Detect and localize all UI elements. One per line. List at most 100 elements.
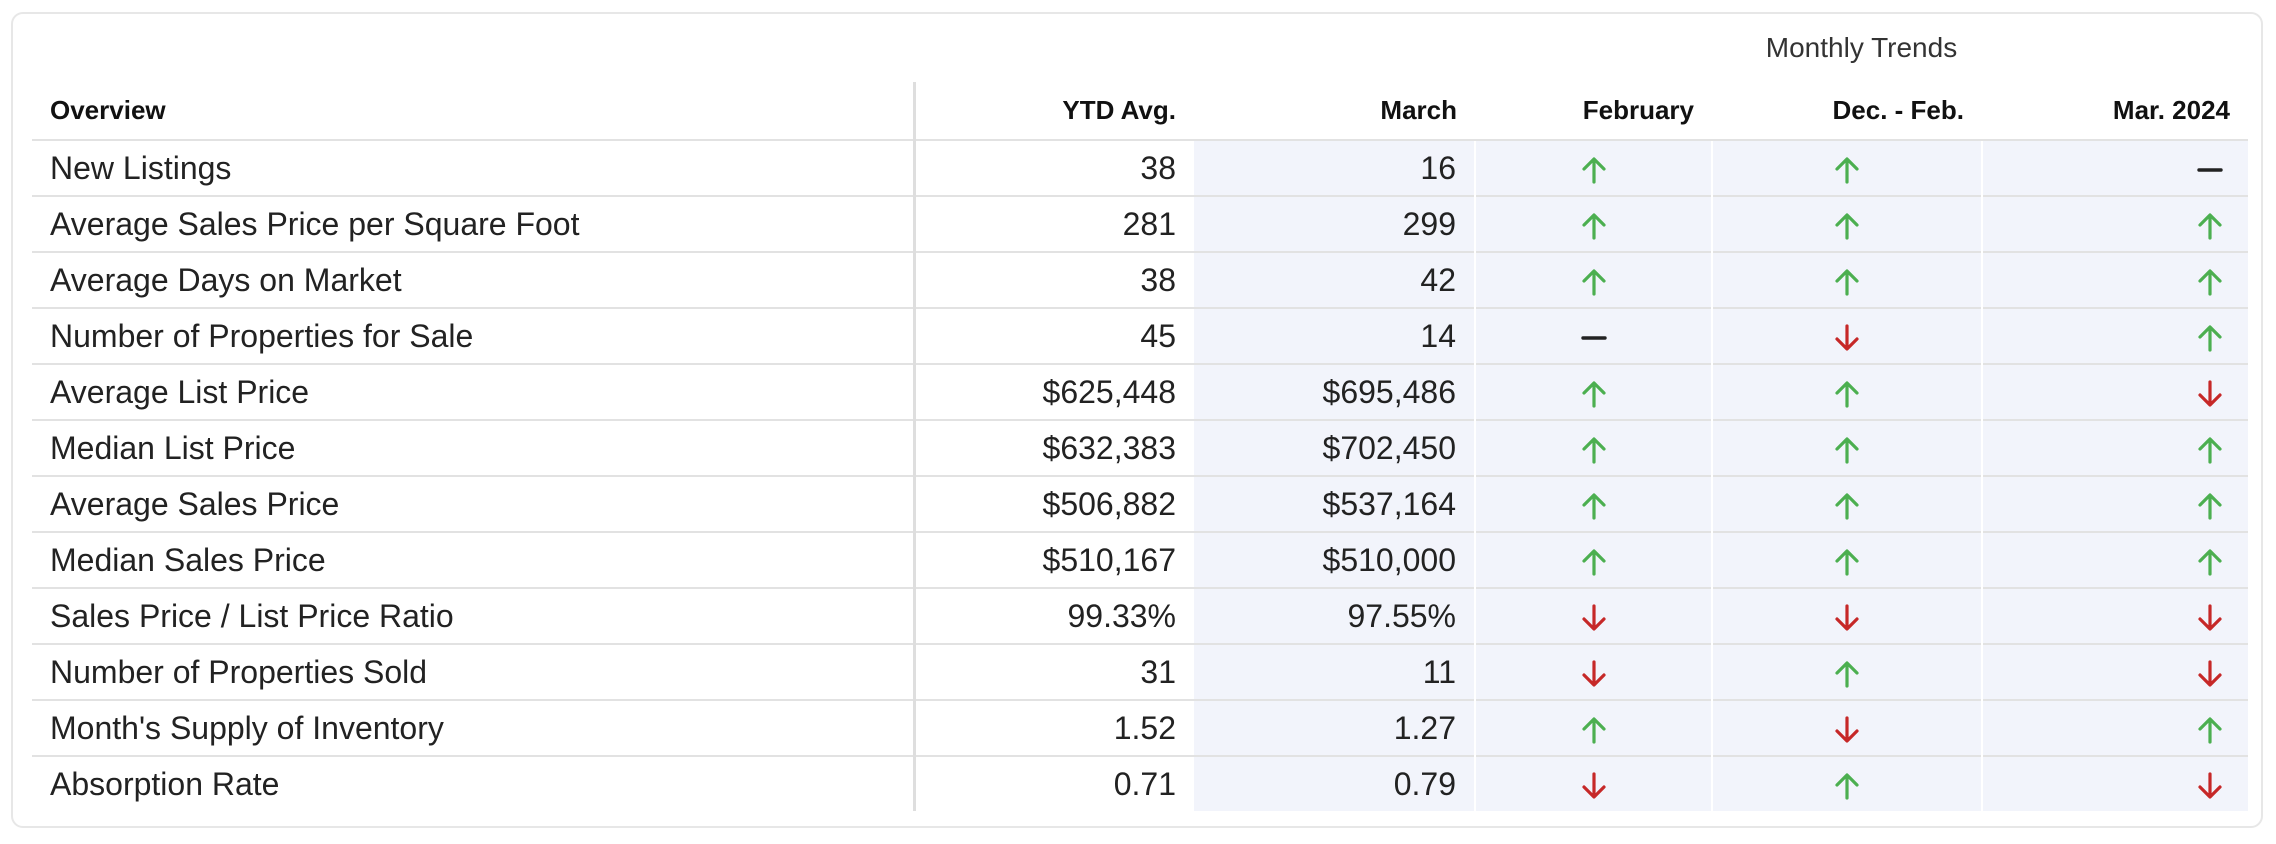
mar-2024-trend-cell	[1981, 475, 2248, 532]
column-header-march: March	[1380, 95, 1457, 125]
february-trend-cell	[1474, 363, 1712, 420]
dec-feb-trend-cell	[1711, 475, 1982, 532]
mar-2024-trend-cell	[1981, 251, 2248, 308]
up-arrow-icon	[2194, 322, 2226, 354]
monthly-trends-header: Monthly Trends	[1765, 32, 1958, 63]
ytd-avg-value: 0.71	[914, 755, 1194, 811]
row-label: Number of Properties for Sale	[32, 307, 916, 364]
up-arrow-icon	[1578, 434, 1610, 466]
up-arrow-icon	[1578, 378, 1610, 410]
mar-2024-trend-cell	[1981, 419, 2248, 476]
mar-2024-trend-cell	[1981, 531, 2248, 588]
march-value: $702,450	[1194, 419, 1475, 476]
dec-feb-trend-cell	[1711, 195, 1982, 252]
dec-feb-trend-cell	[1711, 531, 1982, 588]
up-arrow-icon	[1831, 546, 1863, 578]
row-label: Average Sales Price	[32, 475, 916, 532]
up-arrow-icon	[1831, 210, 1863, 242]
dec-feb-trend-cell	[1711, 419, 1982, 476]
dec-feb-trend-cell	[1711, 307, 1982, 364]
ytd-avg-value: 45	[914, 307, 1194, 364]
row-label: Average Days on Market	[32, 251, 916, 308]
ytd-avg-value: 38	[914, 251, 1194, 308]
dec-feb-trend-cell	[1711, 755, 1982, 811]
march-value: 16	[1194, 139, 1475, 196]
march-value: 14	[1194, 307, 1475, 364]
up-arrow-icon	[1578, 210, 1610, 242]
february-trend-cell	[1474, 531, 1712, 588]
table-row: Average Days on Market 38 42	[32, 251, 2248, 308]
table-row: Number of Properties for Sale 45 14	[32, 307, 2248, 364]
february-trend-cell	[1474, 755, 1712, 811]
up-arrow-icon	[1831, 378, 1863, 410]
down-arrow-icon	[2194, 378, 2226, 410]
up-arrow-icon	[1831, 154, 1863, 186]
march-value: 42	[1194, 251, 1475, 308]
row-label: Average Sales Price per Square Foot	[32, 195, 916, 252]
table-row: New Listings 38 16	[32, 139, 2248, 196]
ytd-avg-value: $625,448	[914, 363, 1194, 420]
row-label: Average List Price	[32, 363, 916, 420]
up-arrow-icon	[1578, 714, 1610, 746]
table-row: Number of Properties Sold 31 11	[32, 643, 2248, 700]
march-value: 0.79	[1194, 755, 1475, 811]
mar-2024-trend-cell	[1981, 643, 2248, 700]
mar-2024-trend-cell	[1981, 587, 2248, 644]
dec-feb-trend-cell	[1711, 139, 1982, 196]
ytd-avg-value: $632,383	[914, 419, 1194, 476]
february-trend-cell	[1474, 419, 1712, 476]
march-value: 1.27	[1194, 699, 1475, 756]
table-row: Average Sales Price per Square Foot 281 29…	[32, 195, 2248, 252]
up-arrow-icon	[1831, 266, 1863, 298]
mar-2024-trend-cell	[1981, 139, 2248, 196]
row-label: New Listings	[32, 139, 916, 196]
dec-feb-trend-cell	[1711, 363, 1982, 420]
up-arrow-icon	[1578, 546, 1610, 578]
row-label: Month's Supply of Inventory	[32, 699, 916, 756]
ytd-avg-value: $510,167	[914, 531, 1194, 588]
market-overview-table: Overview YTD Avg. March February Dec. - …	[32, 82, 2248, 811]
february-trend-cell	[1474, 251, 1712, 308]
ytd-avg-value: 99.33%	[914, 587, 1194, 644]
up-arrow-icon	[2194, 490, 2226, 522]
mar-2024-trend-cell	[1981, 699, 2248, 756]
up-arrow-icon	[1578, 154, 1610, 186]
up-arrow-icon	[2194, 714, 2226, 746]
dec-feb-trend-cell	[1711, 587, 1982, 644]
column-header-mar-2024: Mar. 2024	[2112, 95, 2230, 125]
column-header-dec-feb: Dec. - Feb.	[1832, 95, 1964, 125]
dec-feb-trend-cell	[1711, 251, 1982, 308]
row-label: Sales Price / List Price Ratio	[32, 587, 916, 644]
down-arrow-icon	[2194, 658, 2226, 690]
february-trend-cell	[1474, 643, 1712, 700]
up-arrow-icon	[1578, 266, 1610, 298]
row-label: Median Sales Price	[32, 531, 916, 588]
up-arrow-icon	[1831, 490, 1863, 522]
table-row: Average Sales Price $506,882 $537,164	[32, 475, 2248, 532]
ytd-avg-value: $506,882	[914, 475, 1194, 532]
march-value: $510,000	[1194, 531, 1475, 588]
flat-dash-icon	[1578, 322, 1610, 354]
up-arrow-icon	[1831, 658, 1863, 690]
march-value: 97.55%	[1194, 587, 1475, 644]
down-arrow-icon	[1578, 602, 1610, 634]
down-arrow-icon	[1831, 322, 1863, 354]
down-arrow-icon	[1578, 770, 1610, 802]
ytd-avg-value: 31	[914, 643, 1194, 700]
february-trend-cell	[1474, 699, 1712, 756]
ytd-avg-value: 281	[914, 195, 1194, 252]
dec-feb-trend-cell	[1711, 699, 1982, 756]
up-arrow-icon	[1578, 490, 1610, 522]
table-row: Absorption Rate 0.71 0.79	[32, 755, 2248, 811]
ytd-avg-value: 38	[914, 139, 1194, 196]
column-header-ytd-avg: YTD Avg.	[1062, 95, 1176, 125]
mar-2024-trend-cell	[1981, 363, 2248, 420]
table-row: Sales Price / List Price Ratio 99.33% 97.5…	[32, 587, 2248, 644]
february-trend-cell	[1474, 587, 1712, 644]
mar-2024-trend-cell	[1981, 195, 2248, 252]
table-row: Average List Price $625,448 $695,486	[32, 363, 2248, 420]
table-row: Median Sales Price $510,167 $510,000	[32, 531, 2248, 588]
table-row: Median List Price $632,383 $702,450	[32, 419, 2248, 476]
down-arrow-icon	[1578, 658, 1610, 690]
mar-2024-trend-cell	[1981, 307, 2248, 364]
